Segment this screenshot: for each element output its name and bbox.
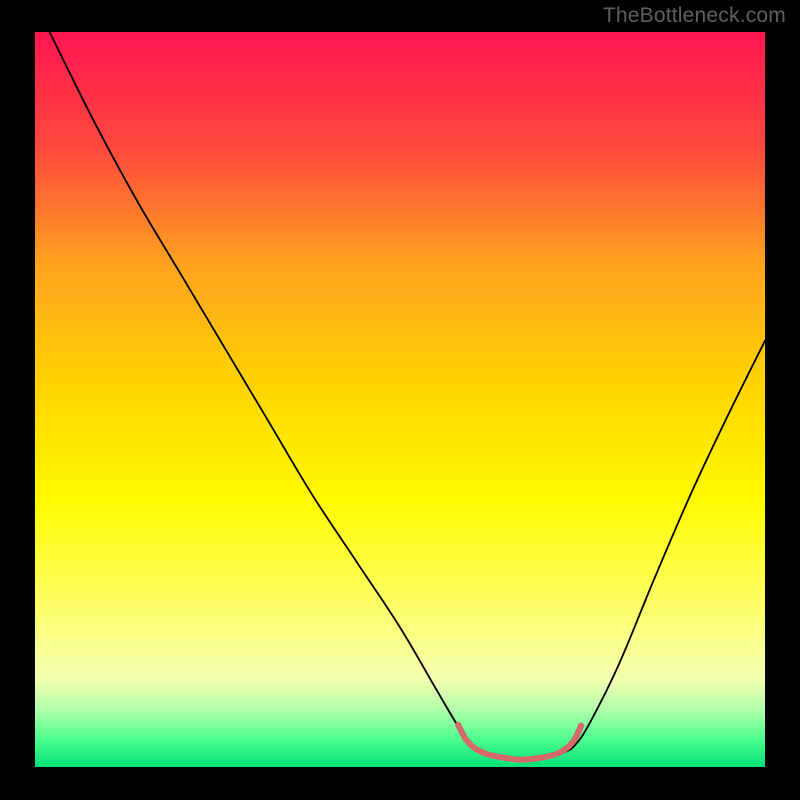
attribution-label: TheBottleneck.com (603, 4, 786, 28)
chart-background (35, 32, 765, 767)
bottleneck-chart (35, 32, 765, 767)
highlight-endpoint-1 (578, 723, 584, 729)
chart-svg (35, 32, 765, 767)
highlight-endpoint-0 (455, 722, 461, 728)
